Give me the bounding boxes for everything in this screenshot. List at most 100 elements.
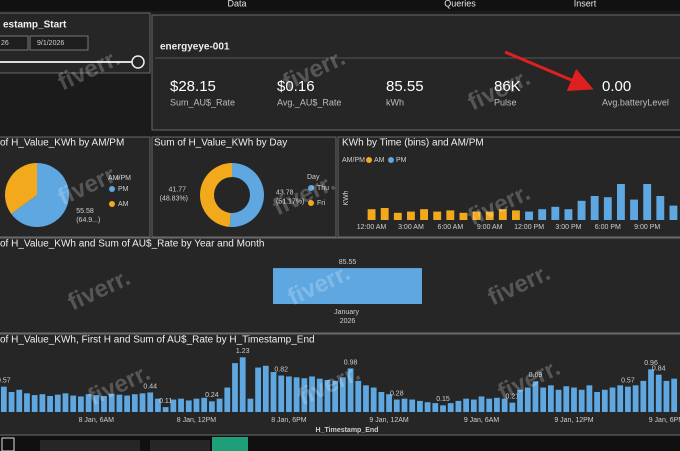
chart-title: of H_Value_KWh, First H and Sum of AU$_R… bbox=[0, 335, 315, 346]
bar bbox=[108, 393, 115, 412]
x-tick-label: 8 Jan, 6PM bbox=[271, 417, 307, 424]
bar bbox=[93, 395, 100, 412]
bar bbox=[563, 386, 570, 412]
bar bbox=[643, 184, 652, 220]
x-tick-label: 6:00 PM bbox=[595, 224, 621, 231]
bar bbox=[525, 211, 533, 220]
bar bbox=[494, 397, 500, 412]
bar bbox=[538, 209, 547, 220]
bar bbox=[555, 389, 562, 412]
bar bbox=[270, 372, 277, 412]
slicer-end[interactable]: 9/1/2026 bbox=[37, 40, 64, 47]
bar bbox=[640, 380, 647, 412]
card-label: Avg.batteryLevel bbox=[602, 97, 669, 107]
bar bbox=[424, 402, 431, 412]
bar bbox=[524, 387, 531, 412]
bar bbox=[564, 209, 573, 220]
bar bbox=[470, 399, 477, 412]
bar bbox=[532, 381, 539, 412]
bar bbox=[455, 400, 462, 412]
bar bbox=[273, 268, 422, 304]
date-box[interactable] bbox=[29, 35, 89, 51]
legend-entry: AM bbox=[118, 201, 129, 208]
bar bbox=[332, 380, 339, 412]
legend-swatch bbox=[366, 157, 372, 163]
bar bbox=[147, 392, 154, 412]
legend-title: AM/PM bbox=[342, 157, 365, 164]
bar bbox=[309, 376, 315, 412]
bar bbox=[401, 398, 408, 412]
chart-title: of H_Value_KWh by AM/PM bbox=[0, 138, 124, 149]
data-label: 0.96 bbox=[644, 360, 658, 367]
data-label: 43.78 (51.17%) bbox=[276, 189, 304, 205]
legend-entry: PM bbox=[396, 157, 407, 164]
bar bbox=[625, 386, 631, 412]
bar bbox=[571, 387, 577, 412]
date-box[interactable] bbox=[0, 35, 29, 51]
bar bbox=[603, 197, 612, 220]
bar bbox=[663, 380, 670, 412]
bar bbox=[512, 210, 520, 220]
page-tab-active[interactable] bbox=[212, 437, 248, 451]
data-label: 0.44 bbox=[143, 383, 157, 390]
bar bbox=[363, 385, 369, 412]
bar bbox=[517, 389, 523, 412]
page-tab[interactable] bbox=[1, 437, 15, 451]
bar bbox=[586, 385, 593, 412]
x-tick-label: 3:00 AM bbox=[398, 224, 424, 231]
bar bbox=[367, 209, 376, 220]
card-label: Sum_AU$_Rate bbox=[170, 97, 235, 107]
data-label: 0.84 bbox=[652, 366, 666, 373]
x-tick-label: 12:00 PM bbox=[514, 224, 544, 231]
legend-entry: Fri bbox=[317, 200, 326, 207]
slider-handle[interactable] bbox=[131, 55, 145, 69]
bar bbox=[178, 398, 184, 412]
bar bbox=[24, 393, 30, 412]
data-label: 1.23 bbox=[236, 348, 250, 355]
bar bbox=[70, 395, 77, 412]
slicer-start[interactable]: 26 bbox=[1, 40, 9, 47]
bar bbox=[232, 363, 238, 412]
bar bbox=[316, 378, 323, 412]
ribbon-tab[interactable]: Queries bbox=[444, 0, 476, 8]
bar bbox=[463, 398, 470, 412]
x-tick-label: 9 Jan, 12AM bbox=[369, 417, 408, 424]
page-tab[interactable] bbox=[150, 440, 210, 451]
x-tick-label: 9:00 PM bbox=[634, 224, 660, 231]
bar bbox=[648, 369, 654, 412]
card-value: 85.55 bbox=[386, 78, 424, 95]
bar bbox=[485, 211, 494, 220]
bar bbox=[262, 365, 269, 412]
bar bbox=[617, 184, 625, 220]
bar bbox=[131, 394, 138, 412]
bar bbox=[78, 396, 84, 412]
page-tab[interactable] bbox=[40, 440, 140, 451]
bar bbox=[446, 210, 455, 220]
bar bbox=[193, 398, 200, 412]
bar bbox=[85, 394, 92, 412]
bar bbox=[601, 389, 608, 412]
ribbon-tab[interactable]: Data bbox=[227, 0, 246, 8]
data-label: 0.69 bbox=[529, 372, 543, 379]
bar bbox=[139, 393, 146, 412]
bar bbox=[185, 400, 192, 412]
card-panel bbox=[151, 14, 680, 131]
bar bbox=[617, 385, 624, 412]
data-label: 0.98 bbox=[344, 359, 358, 366]
bar bbox=[655, 374, 662, 412]
red-arrow bbox=[504, 50, 594, 92]
bar bbox=[301, 378, 308, 412]
bar bbox=[671, 378, 678, 412]
bar bbox=[239, 357, 246, 412]
bar bbox=[440, 405, 446, 412]
ribbon-tab[interactable]: Insert bbox=[574, 0, 597, 8]
x-tick-label: January 2026 bbox=[334, 309, 361, 325]
bar bbox=[432, 403, 439, 412]
bar bbox=[547, 385, 554, 412]
card-panel-title: energyeye-001 bbox=[160, 42, 230, 53]
bar bbox=[216, 398, 223, 412]
bar bbox=[339, 377, 346, 412]
chart-title: of H_Value_KWh and Sum of AU$_Rate by Ye… bbox=[0, 239, 264, 250]
card-label: Avg._AU$_Rate bbox=[277, 97, 341, 107]
bar bbox=[433, 211, 442, 220]
